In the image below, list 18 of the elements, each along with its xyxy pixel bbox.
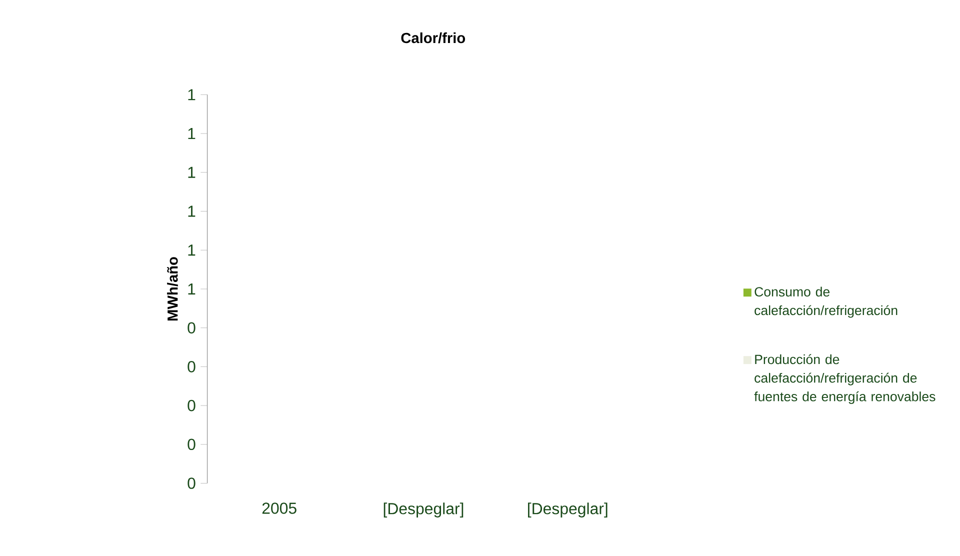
- legend-label: Consumo de calefacción/refrigeración: [754, 286, 898, 318]
- y-tick-label: 1: [188, 128, 196, 140]
- x-tick-label: [Despeglar]: [528, 502, 608, 518]
- y-tick-label: 0: [188, 400, 196, 412]
- chart-title: Calor/frio: [401, 32, 466, 44]
- y-tick-label: 0: [188, 438, 196, 450]
- y-tick-label: 1: [188, 206, 196, 217]
- x-tick-label: 2005: [262, 502, 296, 514]
- y-tick-label: 1: [188, 89, 196, 100]
- legend-label: Producción de calefacción/refrigeración de fuentes de energía renovables: [754, 354, 936, 404]
- y-tick-label: 0: [188, 478, 196, 489]
- y-tick-label: 0: [188, 361, 196, 372]
- y-tick-label: 1: [188, 166, 196, 178]
- y-axis-title: MWh/año: [167, 257, 178, 320]
- y-tick-label: 1: [188, 283, 196, 294]
- y-tick-label: 1: [188, 244, 196, 256]
- x-tick-label: [Despeglar]: [384, 502, 464, 518]
- y-tick-label: 0: [188, 322, 196, 334]
